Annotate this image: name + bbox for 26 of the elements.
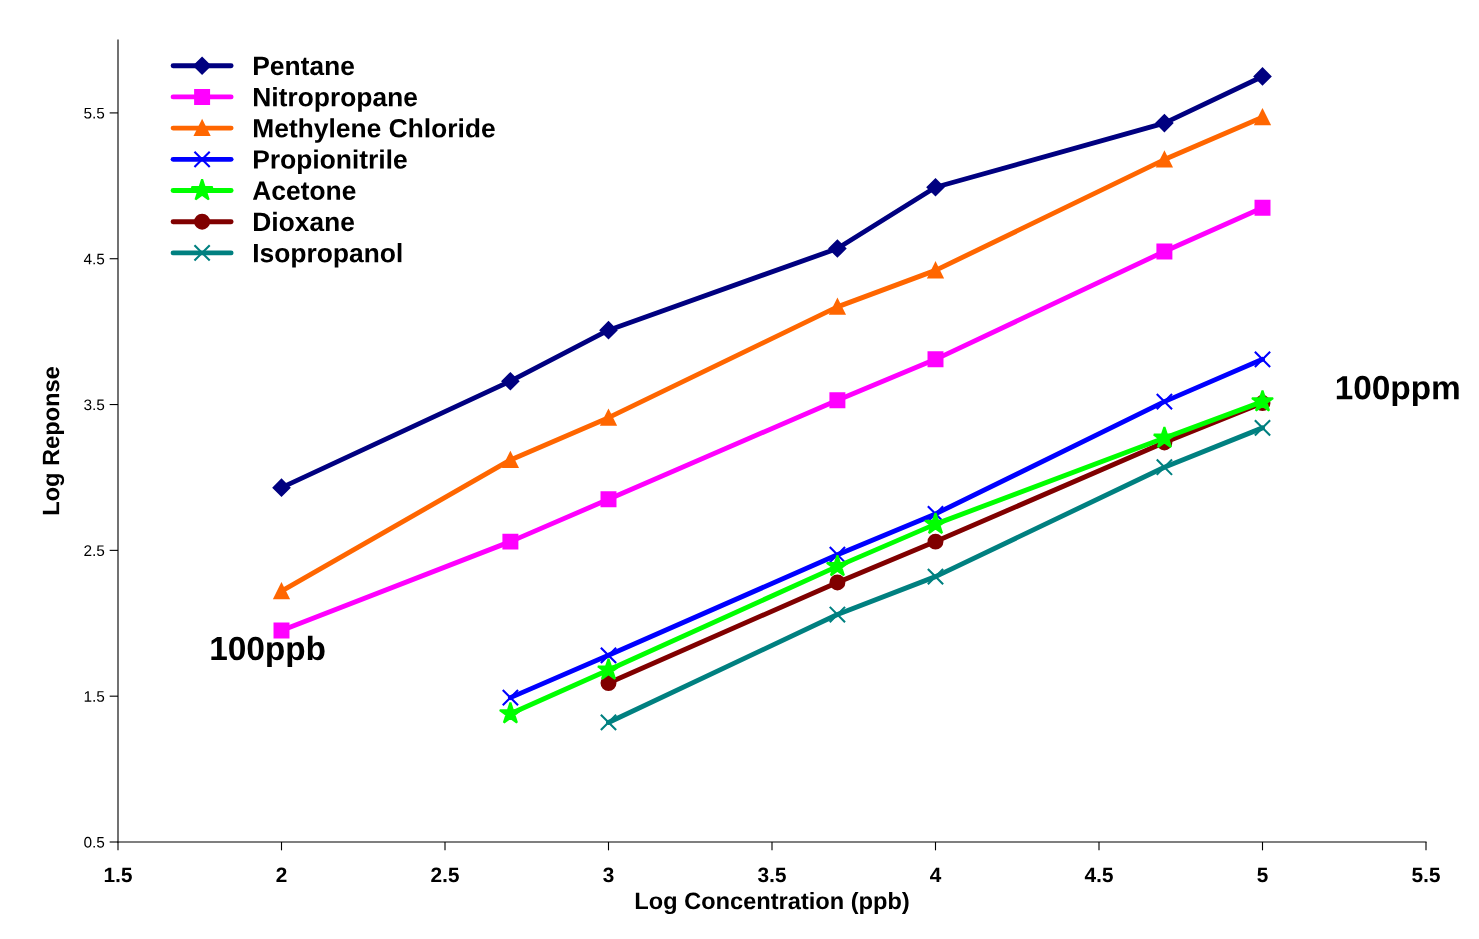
x-tick-label: 4 [930,867,942,883]
y-tick-label: 1.5 [84,691,105,702]
annotation: 100ppb [211,635,325,667]
x-tick-label: 5.5 [1412,867,1440,883]
y-tick-label: 4.5 [83,253,105,265]
legend-label: Pentane [254,56,354,76]
legend-label: Methylene Chloride [254,118,495,143]
y-tick-label: 3.5 [84,399,105,411]
x-tick-label: 3 [603,867,614,883]
legend-label: Isopropanol [254,243,402,268]
x-tick-label: 5 [1257,867,1268,883]
annotation: 100ppm [1336,375,1459,407]
legend-label: Acetone [252,181,356,200]
legend-label: Nitropropane [254,87,417,112]
x-tick-label: 3.5 [758,867,786,883]
y-tick-label: 0.5 [84,836,105,848]
x-tick-label: 1.5 [104,867,132,883]
y-tick-label: 5.5 [84,107,105,119]
x-tick-label: 2.5 [431,867,459,883]
x-tick-label: 2 [276,867,287,883]
x-tick-label: 4.5 [1084,867,1113,883]
legend-label: Dioxane [254,211,354,232]
legend-label: Propionitrile [254,149,407,175]
x-axis-title: Log Concentration (ppb) [635,891,909,915]
y-axis-title: Log Reponse [42,367,65,515]
y-tick-label: 2.5 [84,545,105,557]
